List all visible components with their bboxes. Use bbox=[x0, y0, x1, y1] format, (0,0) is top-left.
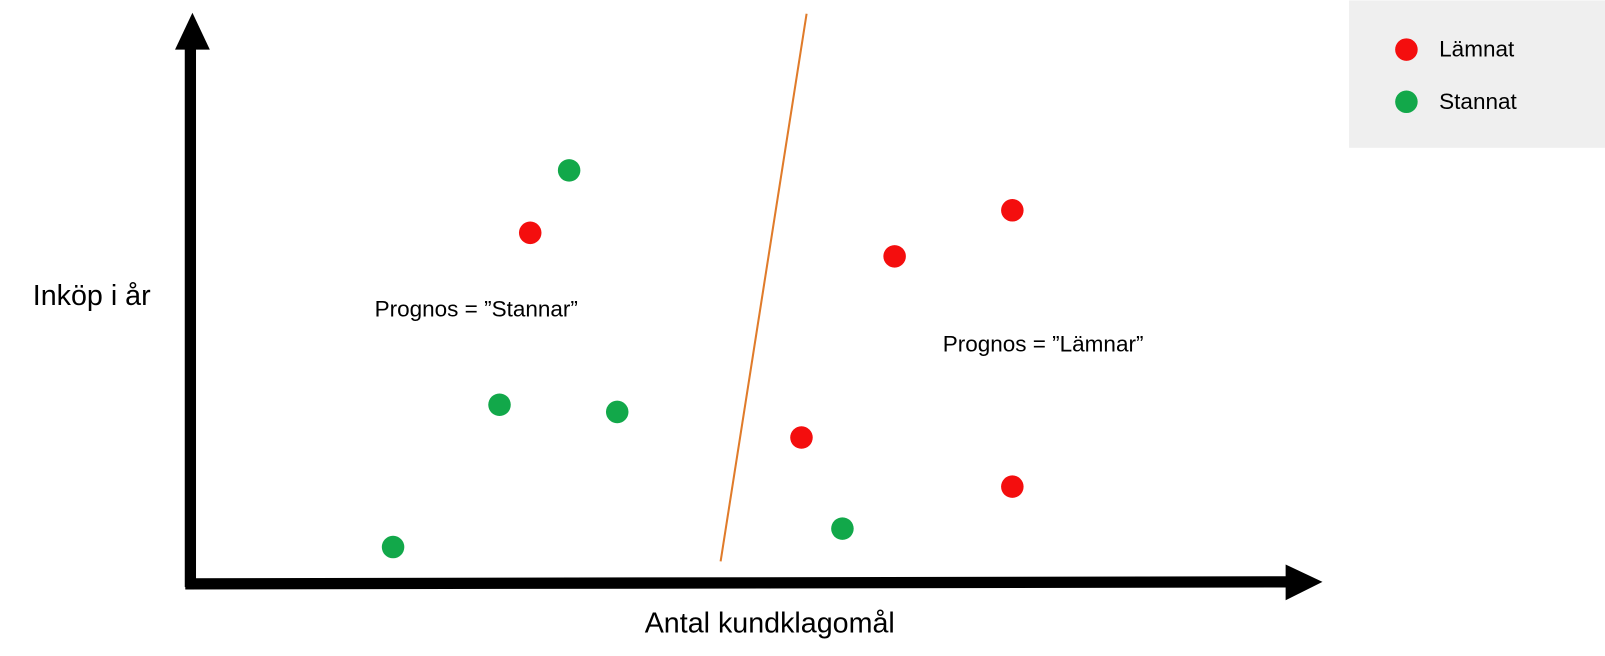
y-axis-label: Inköp i år bbox=[33, 280, 151, 312]
y-axis-arrow bbox=[175, 12, 210, 50]
point-lamnat bbox=[1001, 475, 1024, 498]
point-lamnat bbox=[883, 245, 906, 268]
point-stannat bbox=[557, 159, 581, 182]
point-lamnat bbox=[790, 426, 813, 449]
legend: Lämnat Stannat bbox=[1349, 0, 1605, 148]
x-axis-label: Antal kundklagomål bbox=[645, 607, 895, 639]
annotation: Prognos = ”Lämnar” bbox=[943, 331, 1144, 356]
x-axis-arrow bbox=[1285, 564, 1323, 601]
decision-boundary bbox=[719, 13, 808, 562]
legend-box bbox=[1349, 0, 1605, 148]
point-stannat bbox=[381, 535, 405, 559]
point-lamnat bbox=[1001, 199, 1024, 222]
legend-marker bbox=[1395, 38, 1418, 61]
point-stannat bbox=[488, 393, 511, 417]
legend-marker bbox=[1395, 90, 1418, 114]
legend-label: Stannat bbox=[1439, 89, 1517, 114]
annotation: Prognos = ”Stannar” bbox=[375, 297, 578, 322]
point-stannat bbox=[831, 517, 854, 540]
x-axis bbox=[185, 576, 1292, 590]
point-stannat bbox=[605, 400, 629, 424]
points bbox=[381, 159, 1024, 559]
legend-label: Lämnat bbox=[1439, 37, 1515, 62]
point-lamnat bbox=[518, 221, 542, 245]
